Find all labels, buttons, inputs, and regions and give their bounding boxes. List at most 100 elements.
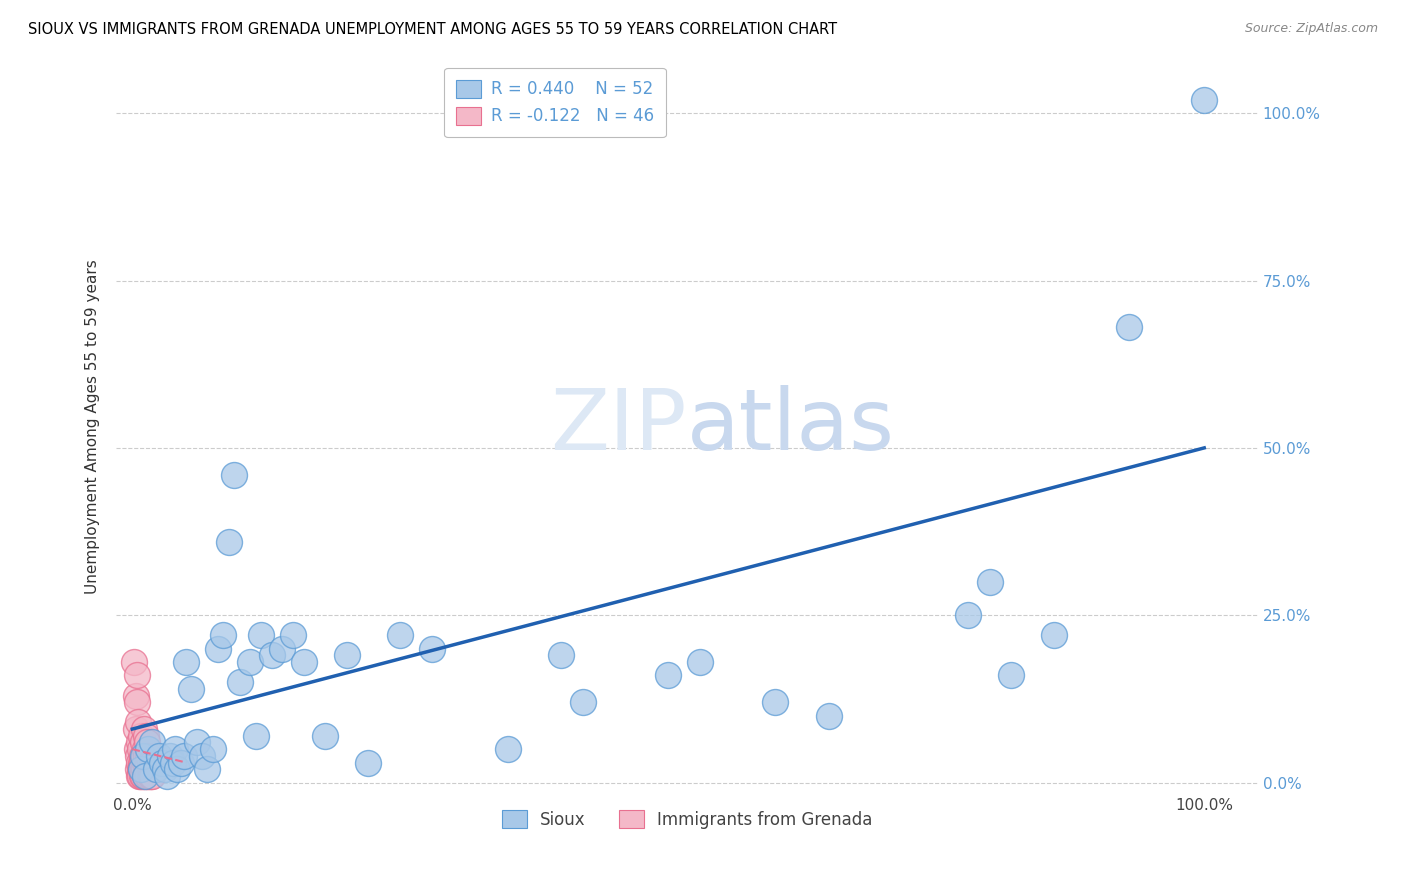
Point [135, 748, 157, 763]
Point [1043, 628, 1066, 642]
Point [281, 628, 304, 642]
Point [129, 729, 152, 743]
Point [201, 742, 224, 756]
Point [138, 756, 160, 770]
Point [134, 756, 156, 770]
Point [180, 681, 202, 696]
Point [292, 655, 315, 669]
Point [138, 756, 160, 770]
Point [128, 769, 150, 783]
Point [131, 769, 153, 783]
Point [336, 648, 359, 663]
Point [139, 762, 162, 776]
Point [128, 762, 150, 776]
Point [224, 467, 246, 482]
Point [128, 742, 150, 756]
Point [496, 742, 519, 756]
Point [689, 655, 711, 669]
Point [173, 748, 195, 763]
Point [127, 715, 149, 730]
Point [134, 742, 156, 756]
Point [166, 762, 188, 776]
Point [314, 729, 336, 743]
Text: ZIP: ZIP [551, 384, 688, 467]
Point [357, 756, 380, 770]
Point [957, 608, 980, 623]
Point [191, 748, 214, 763]
Point [169, 756, 191, 770]
Point [239, 655, 262, 669]
Point [138, 742, 160, 756]
Point [136, 769, 159, 783]
Point [156, 769, 179, 783]
Legend: Sioux, Immigrants from Grenada: Sioux, Immigrants from Grenada [495, 804, 879, 836]
Point [979, 574, 1001, 589]
Point [245, 729, 267, 743]
Point [132, 769, 155, 783]
Point [125, 668, 148, 682]
Text: Source: ZipAtlas.com: Source: ZipAtlas.com [1244, 22, 1378, 36]
Point [128, 769, 150, 783]
Point [132, 735, 155, 749]
Point [1118, 320, 1140, 334]
Point [139, 769, 162, 783]
Point [131, 756, 153, 770]
Point [124, 689, 146, 703]
Point [138, 748, 160, 763]
Point [148, 748, 170, 763]
Point [1194, 93, 1216, 107]
Point [186, 735, 208, 749]
Point [136, 735, 159, 749]
Point [129, 762, 152, 776]
Point [159, 748, 181, 763]
Text: SIOUX VS IMMIGRANTS FROM GRENADA UNEMPLOYMENT AMONG AGES 55 TO 59 YEARS CORRELAT: SIOUX VS IMMIGRANTS FROM GRENADA UNEMPLO… [28, 22, 837, 37]
Y-axis label: Unemployment Among Ages 55 to 59 years: Unemployment Among Ages 55 to 59 years [86, 259, 100, 593]
Point [128, 735, 150, 749]
Point [212, 628, 235, 642]
Point [127, 762, 149, 776]
Point [124, 722, 146, 736]
Point [134, 722, 156, 736]
Point [131, 748, 153, 763]
Point [260, 648, 283, 663]
Point [125, 742, 148, 756]
Point [124, 655, 146, 669]
Text: atlas: atlas [688, 384, 896, 467]
Point [145, 762, 167, 776]
Point [162, 756, 184, 770]
Point [165, 742, 187, 756]
Point [125, 695, 148, 709]
Point [389, 628, 412, 642]
Point [422, 641, 444, 656]
Point [132, 762, 155, 776]
Point [218, 534, 240, 549]
Point [765, 695, 787, 709]
Point [657, 668, 679, 682]
Point [129, 756, 152, 770]
Point [132, 748, 155, 763]
Point [134, 769, 156, 783]
Point [271, 641, 294, 656]
Point [138, 769, 160, 783]
Point [134, 748, 156, 763]
Point [550, 648, 572, 663]
Point [195, 762, 218, 776]
Point [138, 769, 160, 783]
Point [141, 769, 163, 783]
Point [135, 729, 157, 743]
Point [150, 756, 173, 770]
Point [153, 762, 176, 776]
Point [207, 641, 229, 656]
Point [1000, 668, 1022, 682]
Point [228, 675, 250, 690]
Point [129, 762, 152, 776]
Point [138, 762, 160, 776]
Point [141, 756, 163, 770]
Point [127, 748, 149, 763]
Point [250, 628, 273, 642]
Point [571, 695, 593, 709]
Point [134, 769, 156, 783]
Point [818, 708, 841, 723]
Point [136, 762, 159, 776]
Point [141, 735, 163, 749]
